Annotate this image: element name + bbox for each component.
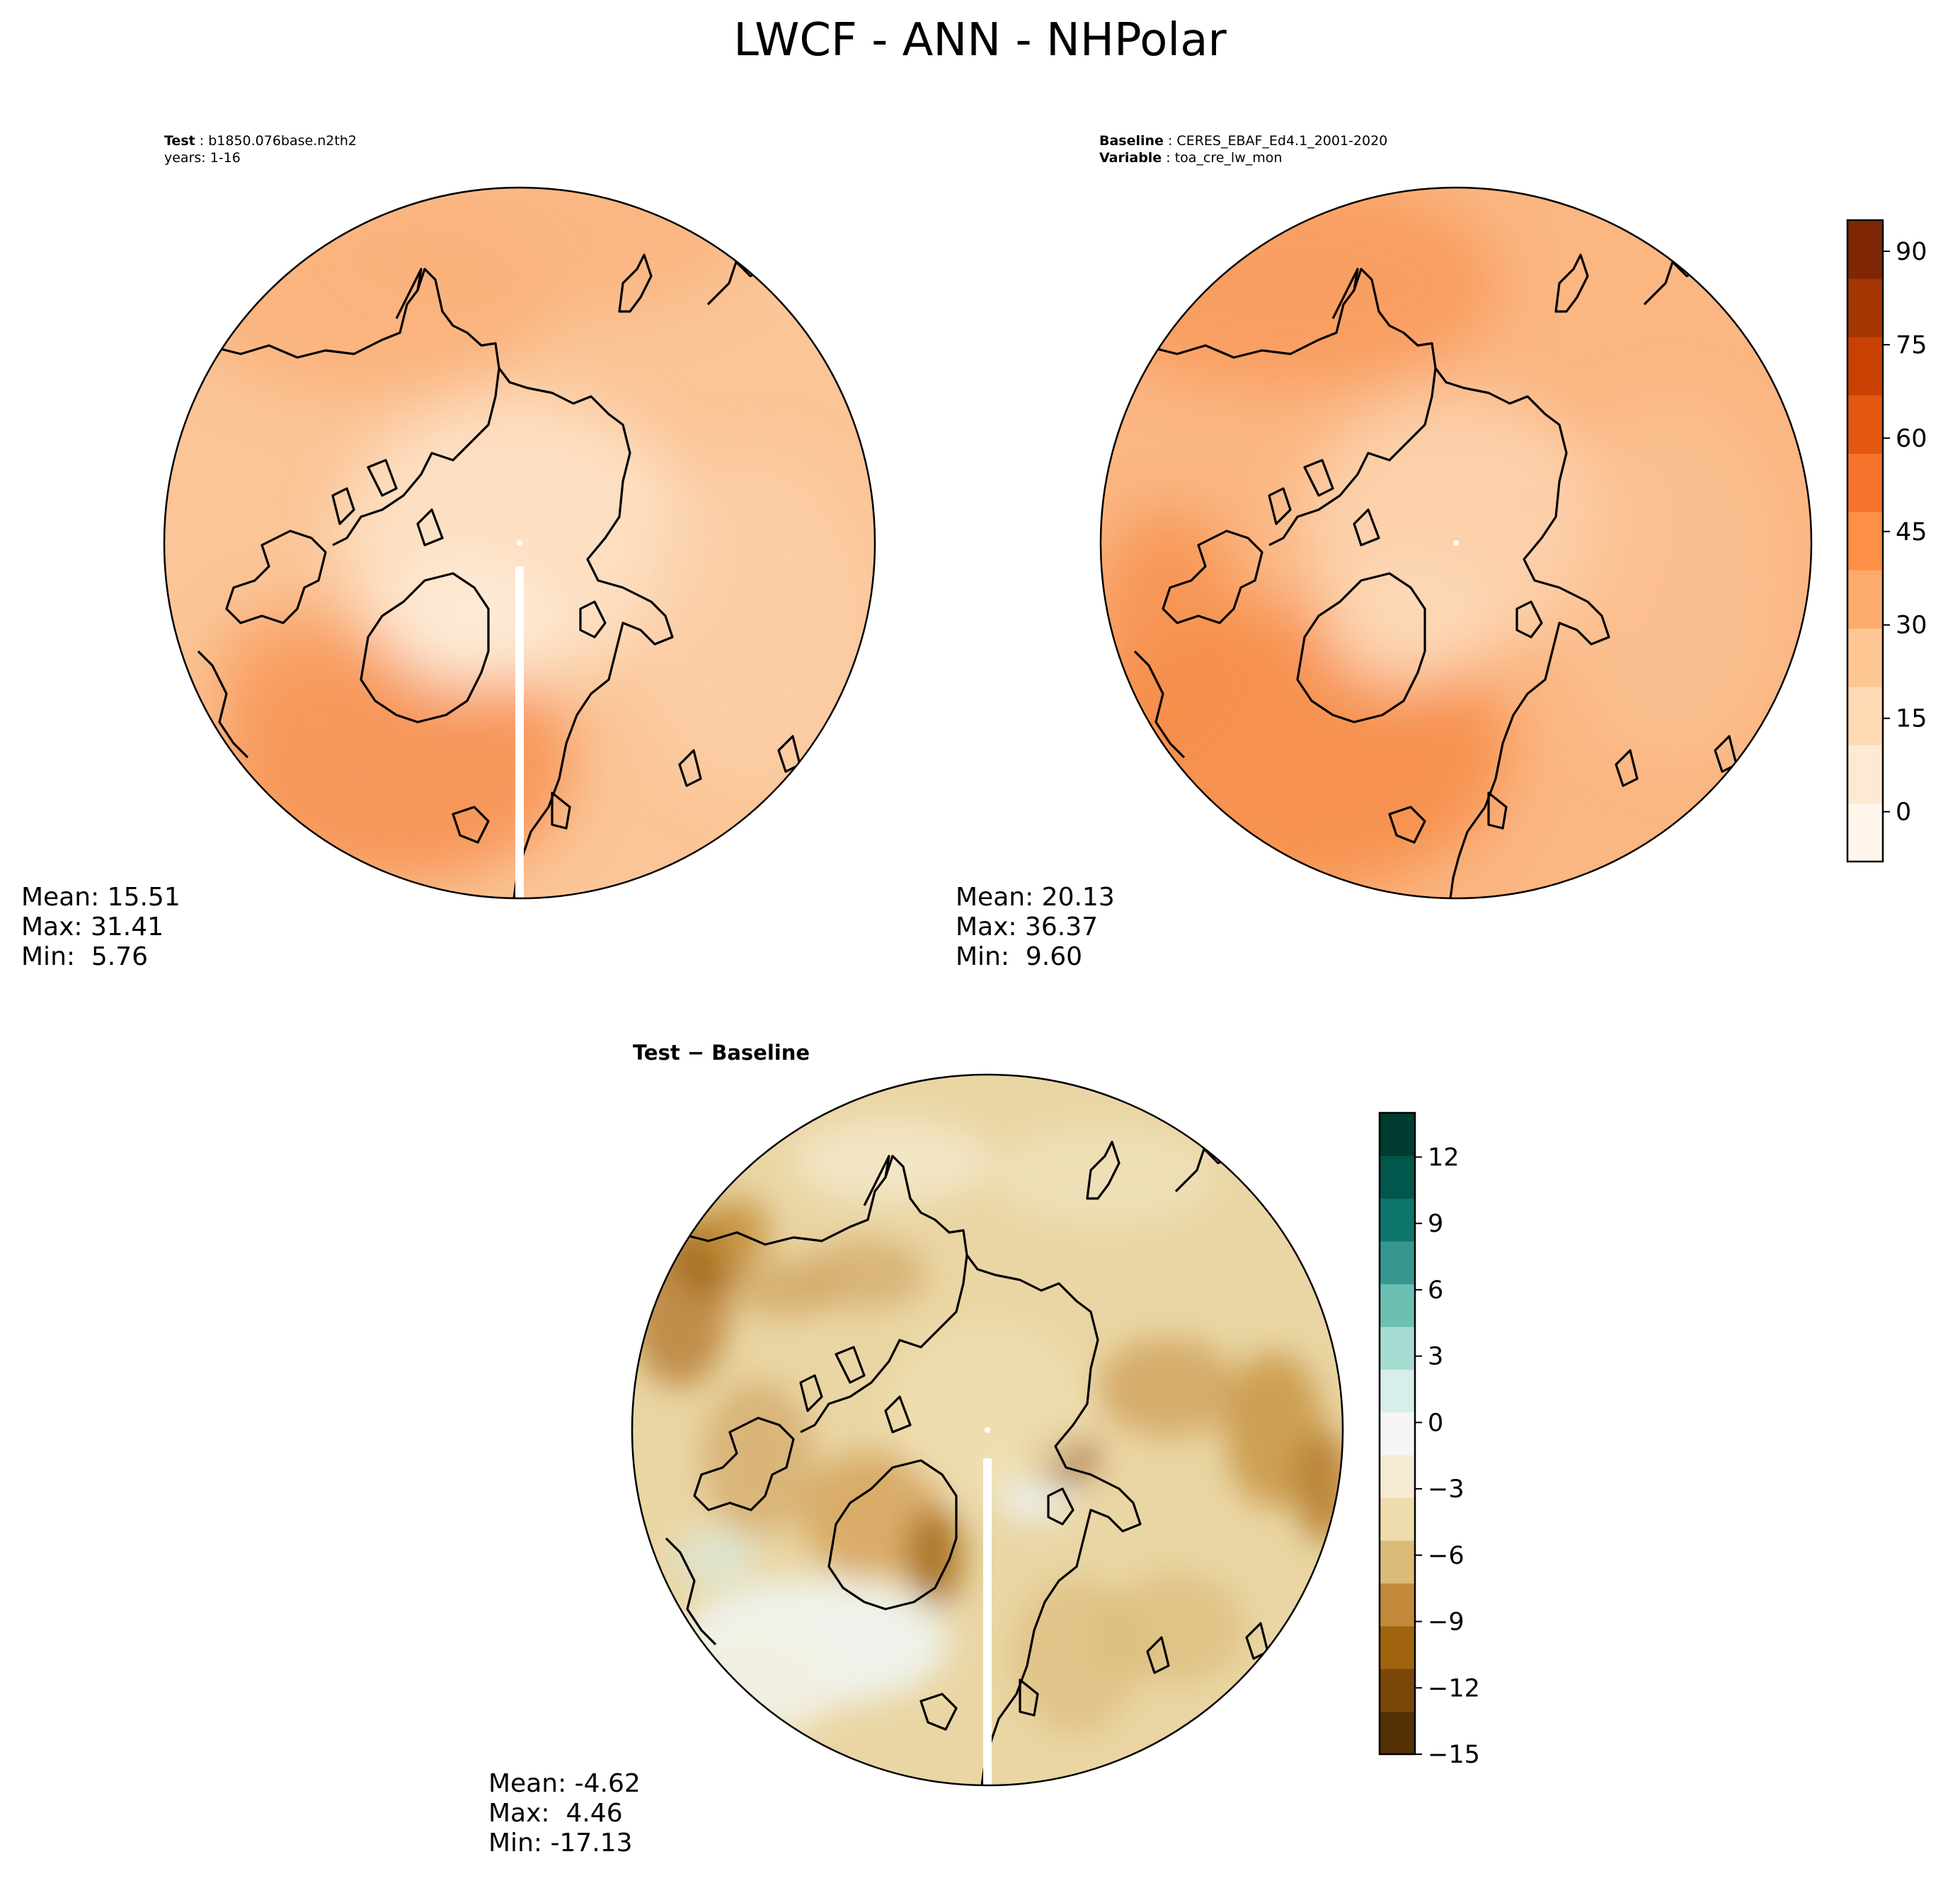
colorbar-diff-frame [1378, 1111, 1416, 1756]
colorbar-main-tick-label: 75 [1896, 331, 1927, 360]
panel-diff: Test − Baseline [488, 1041, 1344, 1858]
test-stat-mean: Mean: 15.51 [21, 883, 180, 912]
colorbar-main-tick-label: 15 [1896, 705, 1927, 733]
colorbar-diff-tick-label: 0 [1428, 1409, 1443, 1437]
colorbar-diff-segment [1380, 1497, 1415, 1541]
colorbar-diff-segment [1380, 1327, 1415, 1370]
colorbar-diff-segment [1380, 1369, 1415, 1413]
colorbar-diff-segment [1380, 1198, 1415, 1242]
colorbar-main-tick-label: 90 [1896, 238, 1927, 266]
baseline-variable-name: toa_cre_lw_mon [1175, 150, 1283, 166]
baseline-stat-max: Max: 36.37 [956, 912, 1098, 942]
test-missing-wedge [515, 566, 524, 898]
test-stat-max: Max: 31.41 [21, 912, 164, 942]
colorbar-diff: −15 −12 −9 −6 −3 0 3 6 9 12 [1378, 1111, 1480, 1769]
colorbar-diff-segment [1380, 1711, 1415, 1755]
colorbar-diff-segment [1380, 1241, 1415, 1285]
test-case-name: b1850.076base.n2th2 [208, 133, 357, 149]
colorbar-main-tick-label: 30 [1896, 612, 1927, 640]
baseline-stat-mean: Mean: 20.13 [956, 883, 1115, 912]
baseline-header-line1: Baseline : CERES_EBAF_Ed4.1_2001-2020 [1099, 133, 1387, 149]
colorbar-diff-tick-label: 3 [1428, 1343, 1443, 1371]
diff-map-boundary [631, 1073, 1344, 1787]
baseline-header-label: Baseline [1099, 133, 1164, 149]
test-map [164, 188, 875, 898]
diff-missing-wedge [983, 1458, 992, 1785]
colorbar-diff-segment [1380, 1412, 1415, 1455]
colorbar-main-segment [1847, 745, 1883, 804]
test-header-line1: Test : b1850.076base.n2th2 [164, 133, 357, 149]
colorbar-main-tick-label: 45 [1896, 518, 1927, 547]
colorbar-diff-tick-label: 9 [1428, 1210, 1443, 1238]
baseline-header-line2: Variable : toa_cre_lw_mon [1099, 150, 1282, 166]
colorbar-main-segment [1847, 686, 1883, 745]
colorbar-main-segment [1847, 278, 1883, 338]
baseline-map-boundary [1099, 186, 1813, 900]
colorbar-main-segment [1847, 628, 1883, 687]
colorbar-main-segment [1847, 395, 1883, 454]
colorbar-diff-tick-label: −6 [1428, 1542, 1465, 1570]
colorbar-diff-segment [1380, 1625, 1415, 1669]
baseline-coastlines [1133, 253, 1738, 898]
colorbar-diff-tick-label: −12 [1428, 1674, 1480, 1703]
baseline-variable-label: Variable [1099, 150, 1162, 166]
diff-coastlines [665, 1140, 1269, 1785]
colorbar-diff-segment [1380, 1455, 1415, 1499]
test-stat-min: Min: 5.76 [21, 942, 148, 971]
diff-stat-max: Max: 4.46 [488, 1799, 623, 1828]
colorbar-main-frame [1846, 219, 1884, 863]
baseline-map [1101, 188, 1811, 898]
colorbar-diff-tick-label: −15 [1428, 1741, 1480, 1769]
colorbar-diff-segment [1380, 1540, 1415, 1584]
test-header-label: Test [164, 133, 195, 149]
colorbar-diff-segment [1380, 1669, 1415, 1712]
colorbar-diff-tick-label: −3 [1428, 1475, 1465, 1504]
diff-stat-min: Min: -17.13 [488, 1829, 633, 1858]
colorbar-main-tick-label: 0 [1896, 799, 1911, 827]
colorbar-diff-tick-label: 6 [1428, 1276, 1443, 1305]
colorbar-diff-segment [1380, 1155, 1415, 1199]
colorbar-main-segment [1847, 803, 1883, 862]
test-years: years: 1-16 [164, 150, 241, 166]
colorbar-main-segment [1847, 570, 1883, 629]
colorbar-main-segment [1847, 336, 1883, 396]
test-map-boundary [163, 186, 876, 900]
diff-stat-mean: Mean: -4.62 [488, 1769, 641, 1798]
colorbar-diff-tick-label: −9 [1428, 1608, 1465, 1637]
figure-title: LWCF - ANN - NHPolar [733, 14, 1227, 67]
baseline-map-field [1101, 188, 1784, 892]
panel-baseline: Baseline : CERES_EBAF_Ed4.1_2001-2020 Va… [956, 133, 1813, 971]
colorbar-main-segment [1847, 511, 1883, 571]
colorbar-main: 0 15 30 45 60 75 90 [1846, 219, 1927, 863]
colorbar-diff-tick-label: 12 [1428, 1143, 1460, 1172]
baseline-stat-min: Min: 9.60 [956, 942, 1082, 971]
colorbar-diff-segment [1380, 1583, 1415, 1627]
colorbar-diff-segment [1380, 1283, 1415, 1327]
colorbar-main-tick-label: 60 [1896, 425, 1927, 453]
colorbar-diff-segment [1380, 1113, 1415, 1156]
colorbar-main-segment [1847, 453, 1883, 513]
baseline-dataset-name: CERES_EBAF_Ed4.1_2001-2020 [1176, 133, 1387, 149]
colorbar-main-segment [1847, 220, 1883, 279]
panel-test: Test : b1850.076base.n2th2 years: 1-16 [21, 133, 876, 971]
diff-header: Test − Baseline [633, 1041, 810, 1065]
